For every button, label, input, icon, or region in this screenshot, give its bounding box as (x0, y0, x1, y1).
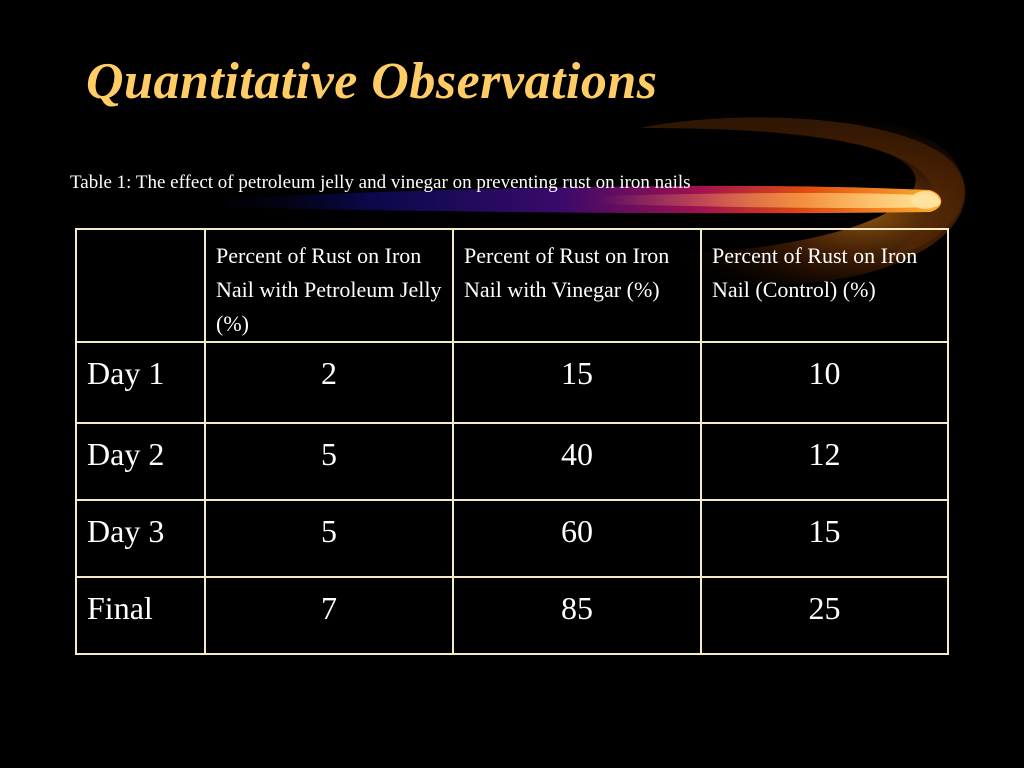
control-value: 12 (700, 422, 949, 501)
vinegar-value: 60 (452, 499, 702, 578)
header-corner-cell (75, 228, 206, 343)
table-row: Day 3 5 60 15 (75, 499, 949, 578)
header-vinegar: Percent of Rust on Iron Nail with Vinega… (452, 228, 702, 343)
vinegar-value: 15 (452, 341, 702, 424)
petroleum-jelly-value: 7 (204, 576, 454, 655)
vinegar-value: 85 (452, 576, 702, 655)
page-title: Quantitative Observations (86, 53, 658, 110)
header-petroleum-jelly: Percent of Rust on Iron Nail with Petrol… (204, 228, 454, 343)
table-caption: Table 1: The effect of petroleum jelly a… (70, 172, 691, 193)
row-label: Day 2 (75, 422, 206, 501)
control-value: 15 (700, 499, 949, 578)
control-value: 10 (700, 341, 949, 424)
header-control: Percent of Rust on Iron Nail (Control) (… (700, 228, 949, 343)
table-row: Day 2 5 40 12 (75, 422, 949, 501)
petroleum-jelly-value: 2 (204, 341, 454, 424)
control-value: 25 (700, 576, 949, 655)
petroleum-jelly-value: 5 (204, 422, 454, 501)
table-header-row: Percent of Rust on Iron Nail with Petrol… (75, 228, 949, 343)
row-label: Day 3 (75, 499, 206, 578)
vinegar-value: 40 (452, 422, 702, 501)
rust-data-table: Percent of Rust on Iron Nail with Petrol… (75, 228, 949, 655)
table-row: Day 1 2 15 10 (75, 341, 949, 424)
row-label: Final (75, 576, 206, 655)
row-label: Day 1 (75, 341, 206, 424)
petroleum-jelly-value: 5 (204, 499, 454, 578)
table-row: Final 7 85 25 (75, 576, 949, 655)
